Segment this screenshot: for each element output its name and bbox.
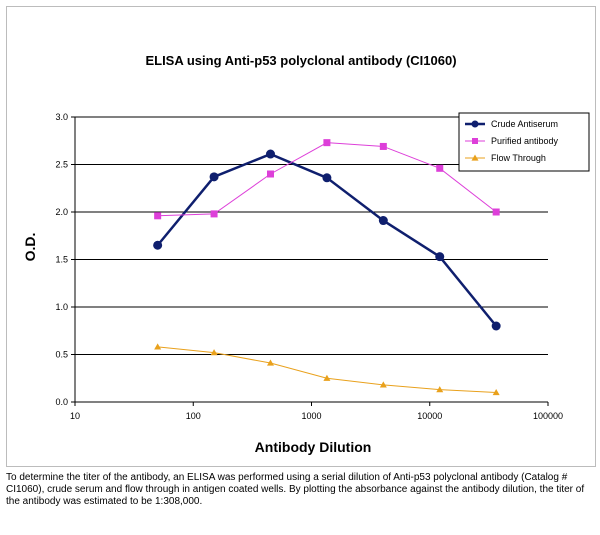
data-point <box>491 321 501 331</box>
data-point <box>492 208 500 216</box>
legend-label: Crude Antiserum <box>491 119 558 129</box>
data-point <box>154 343 162 350</box>
chart-svg: ELISA using Anti-p53 polyclonal antibody… <box>22 53 590 455</box>
y-tick-label: 2.0 <box>55 207 68 217</box>
data-point <box>266 359 274 366</box>
data-point <box>322 173 332 183</box>
axis-layer: 0.0 0.5 1.0 1.5 2.0 2.5 3.0 10 100 1000 10000 10000… <box>55 112 563 421</box>
x-tick-label: 100000 <box>533 411 563 421</box>
legend-marker <box>471 154 479 161</box>
data-point <box>378 216 388 226</box>
data-point <box>323 139 331 147</box>
chart-title: ELISA using Anti-p53 polyclonal antibody… <box>145 53 456 68</box>
y-tick-label: 0.0 <box>55 397 68 407</box>
data-point <box>436 164 444 172</box>
y-tick-label: 1.0 <box>55 302 68 312</box>
x-tick-label: 10000 <box>417 411 442 421</box>
y-tick-label: 0.5 <box>55 350 68 360</box>
legend-box <box>458 112 590 172</box>
legend-marker <box>471 120 479 128</box>
figure-caption: To determine the titer of the antibody, … <box>6 472 585 507</box>
data-point <box>436 386 444 393</box>
data-point <box>492 389 500 396</box>
data-point <box>323 374 331 381</box>
legend-label: Purified antibody <box>491 136 559 146</box>
legend-marker <box>472 138 478 144</box>
data-point <box>379 381 387 388</box>
series-layer <box>153 139 501 396</box>
legend: Crude Antiserum Purified antibody Flow Thr… <box>458 112 590 172</box>
data-point <box>153 240 163 250</box>
y-tick-label: 1.5 <box>55 255 68 265</box>
data-point <box>435 252 445 262</box>
series-line <box>157 346 497 393</box>
data-point <box>266 170 274 178</box>
x-tick-label: 10 <box>70 411 80 421</box>
y-axis-title: O.D. <box>22 233 38 262</box>
x-tick-label: 1000 <box>301 411 321 421</box>
legend-label: Flow Through <box>491 153 546 163</box>
series-purified-antibody <box>154 139 500 220</box>
data-point <box>210 210 218 218</box>
y-tick-label: 2.5 <box>55 160 68 170</box>
data-point <box>265 149 275 159</box>
data-point <box>209 172 219 182</box>
y-tick-label: 3.0 <box>55 112 68 122</box>
data-point <box>379 142 387 150</box>
x-axis-title: Antibody Dilution <box>255 439 372 455</box>
chart-figure: ELISA using Anti-p53 polyclonal antibody… <box>6 6 596 467</box>
data-point <box>210 349 218 356</box>
series-flow-through <box>154 343 500 396</box>
x-tick-label: 100 <box>186 411 201 421</box>
series-crude-antiserum <box>153 149 501 331</box>
grid-layer <box>75 116 548 355</box>
data-point <box>154 212 162 220</box>
